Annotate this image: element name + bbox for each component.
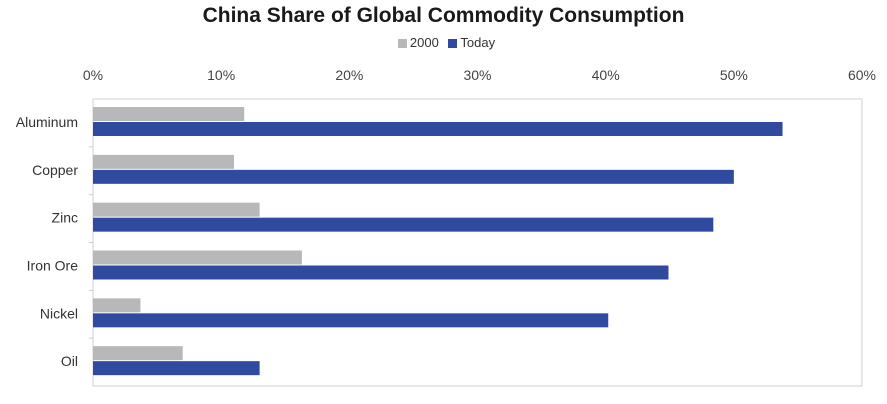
- legend-swatch-2000: [397, 39, 407, 49]
- bar-2000-oil: [93, 346, 183, 361]
- bar-today-nickel: [93, 313, 609, 328]
- bar-2000-zinc: [93, 202, 260, 217]
- x-tick-label: 60%: [848, 67, 876, 83]
- y-tick-label: Copper: [32, 162, 78, 178]
- legend-swatch-today: [448, 39, 458, 49]
- x-tick-label: 30%: [463, 67, 491, 83]
- y-tick-label: Nickel: [40, 305, 78, 321]
- y-tick-label: Oil: [61, 353, 78, 369]
- legend-label-today: Today: [460, 35, 496, 50]
- bar-today-aluminum: [93, 122, 783, 136]
- bar-2000-copper: [93, 154, 234, 169]
- bar-today-iron-ore: [93, 265, 669, 280]
- x-tick-label: 10%: [207, 67, 235, 83]
- y-tick-label: Zinc: [52, 210, 78, 226]
- bar-2000-aluminum: [93, 107, 245, 121]
- plot-frame: [92, 98, 863, 387]
- legend: 2000 Today: [0, 35, 887, 50]
- chart-title: China Share of Global Commodity Consumpt…: [202, 4, 685, 27]
- y-tick-label: Aluminum: [16, 114, 78, 130]
- bar-2000-nickel: [93, 298, 141, 313]
- bar-2000-iron-ore: [93, 250, 302, 265]
- x-tick-label: 50%: [720, 67, 748, 83]
- x-tick-label: 20%: [335, 67, 363, 83]
- bar-today-oil: [93, 361, 260, 376]
- legend-label-2000: 2000: [409, 35, 439, 50]
- bar-today-zinc: [93, 217, 714, 232]
- x-tick-label: 40%: [592, 67, 620, 83]
- x-tick-label: 0%: [83, 67, 103, 83]
- bar-today-copper: [93, 169, 734, 184]
- y-tick-label: Iron Ore: [27, 258, 79, 274]
